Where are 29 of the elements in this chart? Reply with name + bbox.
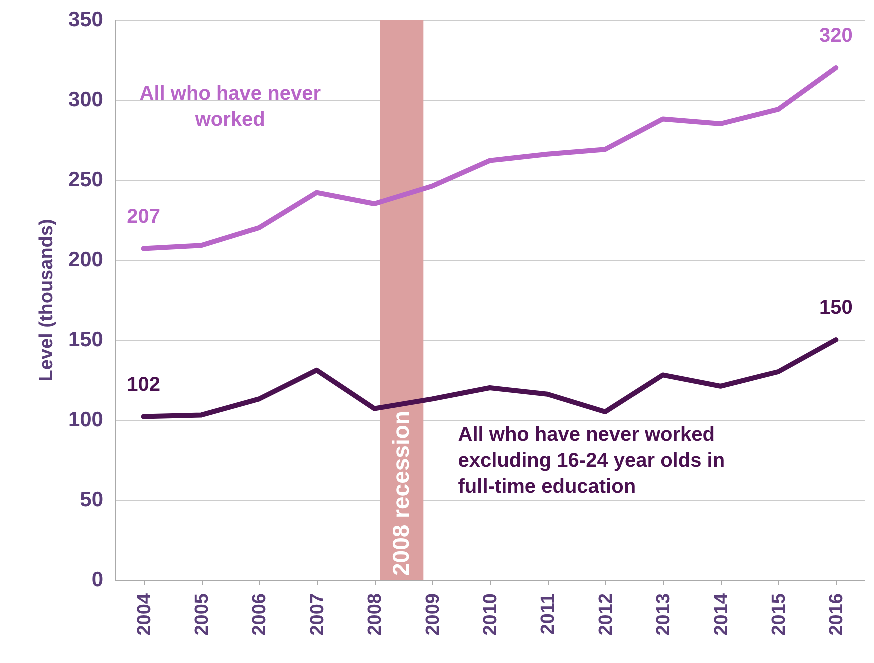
- x-tick-label: 2010: [480, 594, 502, 636]
- y-tick-label: 300: [68, 88, 104, 112]
- x-tick-label: 2014: [711, 593, 732, 636]
- x-tick-label: 2015: [768, 593, 790, 636]
- series-label: All who have never worked excluding 16-24 year olds in full-time education: [458, 424, 726, 498]
- x-tick-label: 2009: [422, 594, 444, 636]
- x-tick-label: 2012: [596, 594, 617, 636]
- y-tick-label: 150: [68, 328, 104, 352]
- y-tick-label: 0: [92, 568, 104, 592]
- x-tick-label: 2016: [826, 594, 848, 636]
- y-tick-label: 50: [80, 488, 104, 512]
- text: All who have never worked: [140, 83, 322, 131]
- x-tick-label: 2005: [192, 593, 214, 636]
- data-label: 320: [819, 25, 853, 47]
- x-tick-label: 2013: [654, 594, 675, 636]
- x-tick-label: 2006: [250, 594, 271, 636]
- data-label: 207: [127, 206, 161, 228]
- data-label: 150: [819, 297, 853, 319]
- x-tick-label: 2011: [538, 593, 560, 635]
- x-tick-label: 2007: [307, 594, 328, 636]
- x-tick-label: 2008: [365, 594, 386, 636]
- y-tick-label: 350: [68, 8, 104, 32]
- x-tick-label: 2004: [134, 593, 156, 636]
- band-label: 2008 recession: [388, 411, 414, 576]
- y-axis-title: Level (thousands): [36, 219, 58, 382]
- y-tick-label: 100: [68, 408, 104, 432]
- data-label: 102: [127, 374, 161, 396]
- y-tick-label: 250: [68, 168, 104, 192]
- y-tick-label: 200: [68, 248, 104, 272]
